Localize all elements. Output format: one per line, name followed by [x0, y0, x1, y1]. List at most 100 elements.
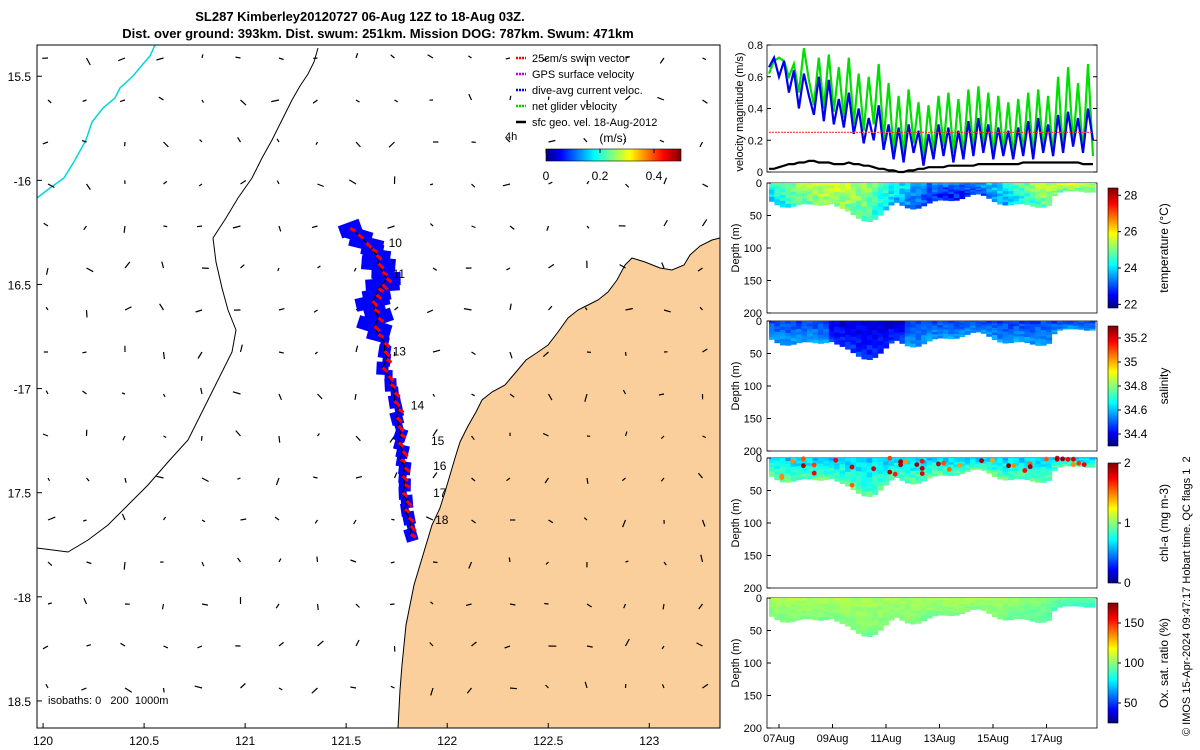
- surface-vector: [355, 141, 361, 148]
- section-cell: [964, 184, 971, 187]
- section-cell: [1002, 331, 1009, 336]
- section-cell: [948, 600, 955, 603]
- section-cell: [812, 477, 819, 481]
- section-cell: [796, 598, 803, 602]
- section-cell: [1024, 600, 1031, 604]
- section-cell: [1051, 186, 1058, 189]
- surface-vector: [81, 687, 87, 691]
- section-cell: [975, 183, 982, 185]
- velocity-y-tick-label: 0.8: [748, 40, 763, 52]
- section-y-tick-label: 0: [756, 453, 762, 465]
- section-cell: [1035, 189, 1042, 193]
- swim-vector: [401, 491, 409, 498]
- section-cell: [861, 458, 868, 464]
- section-cell: [991, 192, 998, 196]
- section-cell: [1067, 187, 1074, 190]
- section-cell: [1035, 610, 1042, 614]
- section-cell: [1040, 183, 1047, 187]
- section-cell: [872, 462, 879, 468]
- section-cell: [796, 326, 803, 330]
- section-cell: [817, 474, 824, 479]
- section-cell: [785, 324, 792, 328]
- section-cell: [1024, 334, 1031, 338]
- section-cell: [866, 325, 873, 332]
- section-cell: [823, 199, 830, 203]
- surface-vector: [82, 99, 87, 102]
- section-cell: [855, 466, 862, 472]
- section-cell: [883, 611, 890, 616]
- section-cell: [801, 198, 808, 202]
- section-cell: [1073, 321, 1080, 323]
- section-cell: [872, 343, 879, 349]
- surface-vector: [47, 602, 52, 605]
- swim-vector: [349, 226, 356, 233]
- section-cell: [1013, 465, 1020, 469]
- section-cell: [834, 478, 841, 482]
- section-cell: [796, 458, 803, 462]
- section-cell: [861, 349, 868, 355]
- section-cell: [1029, 466, 1036, 471]
- surface-vector: [199, 139, 203, 143]
- section-cell: [1051, 184, 1058, 187]
- section-cell: [1029, 341, 1036, 345]
- swim-vector: [357, 233, 365, 240]
- section-cell: [1035, 192, 1042, 196]
- section-cell: [991, 600, 998, 604]
- section-cell: [850, 340, 857, 346]
- section-cell: [959, 601, 966, 605]
- section-cell: [1013, 198, 1020, 202]
- section-cell: [1051, 605, 1058, 608]
- section-cell: [991, 609, 998, 613]
- section-cell: [774, 339, 781, 344]
- surface-vector: [86, 644, 92, 647]
- section-colorbar-tick-label: 150: [1124, 616, 1144, 630]
- section-cell: [932, 460, 938, 463]
- section-cell: [877, 618, 884, 623]
- section-cell: [910, 617, 917, 622]
- section-cell: [774, 606, 781, 610]
- map-y-tick-label: 17.5: [8, 487, 32, 501]
- section-cell: [1024, 199, 1031, 203]
- section-cell: [774, 199, 781, 203]
- surface-vector: [123, 225, 126, 233]
- section-cell: [1046, 199, 1053, 204]
- surface-vector: [471, 351, 476, 356]
- section-cell: [1073, 323, 1080, 326]
- section-cell: [1051, 461, 1058, 464]
- section-cell: [1067, 461, 1074, 464]
- section-cell: [926, 328, 933, 332]
- section-colorbar-tick-label: 24: [1124, 261, 1138, 275]
- velocity-y-tick-label: 0.6: [748, 72, 763, 84]
- swim-vector: [365, 241, 373, 249]
- section-cell: [1078, 323, 1085, 325]
- section-cell: [790, 469, 797, 473]
- section-cell: [839, 183, 846, 187]
- section-cell: [823, 463, 830, 467]
- velocity-y-tick-label: 0.4: [748, 104, 763, 116]
- section-cell: [1078, 328, 1085, 330]
- section-cell: [921, 329, 928, 333]
- section-cell: [769, 327, 775, 331]
- surface-vector: [161, 261, 165, 269]
- section-cell: [1029, 463, 1036, 468]
- section-cell: [926, 458, 933, 462]
- section-cell: [834, 326, 841, 331]
- section-cell: [807, 339, 813, 343]
- section-cell: [828, 465, 835, 469]
- section-cell: [779, 326, 786, 331]
- surface-vector: [586, 603, 592, 608]
- section-cell: [839, 192, 846, 197]
- section-cell: [850, 601, 857, 607]
- section-cell: [845, 200, 852, 205]
- section-x-tick-label: 17Aug: [1031, 733, 1063, 745]
- section-cell: [910, 343, 917, 348]
- section-cell: [888, 196, 895, 200]
- section-cell: [790, 194, 797, 198]
- section-cell: [861, 206, 868, 212]
- section-cell: [953, 329, 960, 333]
- section-cell: [1062, 460, 1069, 463]
- section-cell: [801, 328, 808, 332]
- section-cell: [1051, 324, 1058, 327]
- section-cell: [855, 484, 862, 490]
- section-cell: [796, 183, 803, 187]
